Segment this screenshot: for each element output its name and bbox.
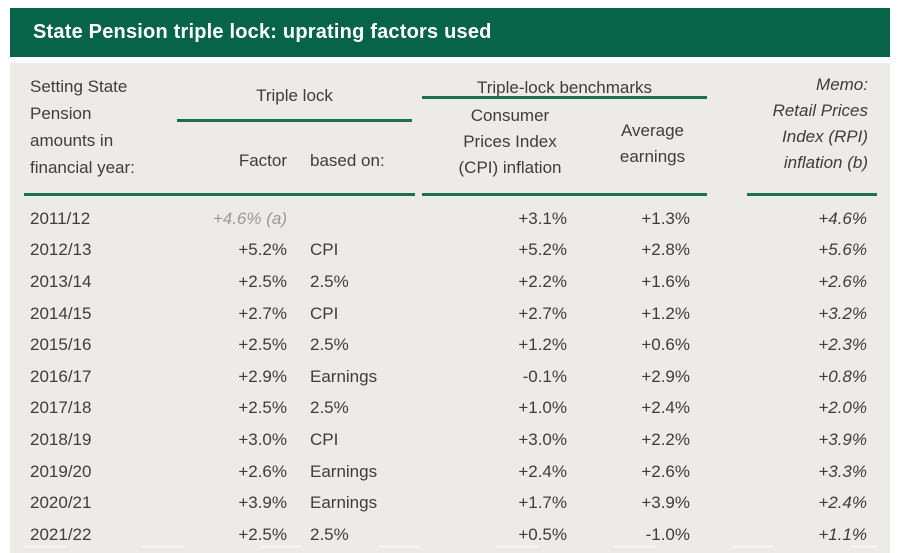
rpi-cell: +1.1% bbox=[818, 524, 867, 544]
earnings-cell: +3.9% bbox=[641, 493, 690, 513]
cpi-cell: +2.2% bbox=[518, 271, 567, 291]
year-cell: 2020/21 bbox=[30, 493, 92, 513]
cpi-cell: +3.0% bbox=[518, 429, 567, 449]
table-row: 2019/20 +2.6% Earnings +2.4% +2.6% +3.3% bbox=[24, 456, 867, 488]
year-cell: 2018/19 bbox=[30, 429, 92, 449]
year-cell: 2019/20 bbox=[30, 461, 92, 481]
cpi-cell: +1.7% bbox=[518, 493, 567, 513]
rpi-cell: +4.6% bbox=[818, 208, 867, 228]
basedon-cell: 2.5% bbox=[310, 271, 349, 291]
rpi-cell: +3.3% bbox=[818, 461, 867, 481]
table-card: Setting State Pension amounts in financi… bbox=[10, 63, 890, 553]
factor-cell: +3.9% bbox=[238, 493, 287, 513]
basedon-cell: Earnings bbox=[310, 461, 378, 481]
cpi-cell: -0.1% bbox=[522, 366, 567, 386]
earnings-cell: +1.2% bbox=[641, 303, 690, 323]
triple-lock-group-header: Triple lock bbox=[256, 86, 333, 105]
year-cell: 2015/16 bbox=[30, 335, 92, 355]
basedon-cell: CPI bbox=[310, 429, 339, 449]
earnings-column-header: Average earnings bbox=[619, 121, 686, 166]
header-rule-left bbox=[24, 193, 415, 196]
factor-cell: +4.6% (a) bbox=[212, 208, 287, 228]
year-column-header: Setting State Pension amounts in financi… bbox=[30, 77, 135, 177]
cpi-cell: +2.4% bbox=[518, 461, 567, 481]
basedon-cell: Earnings bbox=[310, 493, 378, 513]
table-row: 2012/13 +5.2% CPI +5.2% +2.8% +5.6% bbox=[24, 235, 867, 267]
table-row: 2013/14 +2.5% 2.5% +2.2% +1.6% +2.6% bbox=[24, 266, 867, 298]
table-header: Setting State Pension amounts in financi… bbox=[10, 63, 890, 196]
factor-cell: +2.5% bbox=[238, 524, 287, 544]
factor-cell: +5.2% bbox=[238, 240, 287, 260]
earnings-cell: +2.4% bbox=[641, 398, 690, 418]
pension-table: 2011/12 +4.6% (a) +3.1% +1.3% +4.6% 2012/13 +5… bbox=[24, 203, 867, 551]
rpi-cell: +5.6% bbox=[818, 240, 867, 260]
cpi-cell: +1.0% bbox=[518, 398, 567, 418]
memo-column-header: Memo: Retail Prices Index (RPI) inflatio… bbox=[772, 75, 868, 172]
bottom-edge-marks bbox=[24, 545, 877, 548]
page-title: State Pension triple lock: uprating fact… bbox=[33, 21, 492, 43]
table-row: 2014/15 +2.7% CPI +2.7% +1.2% +3.2% bbox=[24, 298, 867, 330]
year-cell: 2013/14 bbox=[30, 271, 92, 291]
factor-cell: +2.6% bbox=[238, 461, 287, 481]
table-row: 2017/18 +2.5% 2.5% +1.0% +2.4% +2.0% bbox=[24, 393, 867, 425]
benchmarks-group-header: Triple-lock benchmarks bbox=[476, 78, 653, 97]
header-rule-middle bbox=[422, 193, 707, 196]
rpi-cell: +0.8% bbox=[818, 366, 867, 386]
rpi-cell: +2.3% bbox=[818, 335, 867, 355]
factor-cell: +2.7% bbox=[238, 303, 287, 323]
cpi-column-header: Consumer Prices Index (CPI) inflation bbox=[458, 106, 562, 177]
rpi-cell: +2.0% bbox=[818, 398, 867, 418]
earnings-cell: +1.6% bbox=[641, 271, 690, 291]
basedon-cell: CPI bbox=[310, 240, 339, 260]
year-cell: 2011/12 bbox=[30, 208, 91, 228]
rpi-cell: +3.9% bbox=[818, 429, 867, 449]
factor-cell: +2.5% bbox=[238, 398, 287, 418]
cpi-cell: +2.7% bbox=[518, 303, 567, 323]
earnings-cell: +0.6% bbox=[641, 335, 690, 355]
table-body: 2011/12 +4.6% (a) +3.1% +1.3% +4.6% 2012/13 +5… bbox=[24, 203, 867, 551]
basedon-cell: 2.5% bbox=[310, 335, 349, 355]
basedon-cell: Earnings bbox=[310, 366, 378, 386]
year-cell: 2017/18 bbox=[30, 398, 92, 418]
factor-cell: +2.5% bbox=[238, 271, 287, 291]
year-cell: 2016/17 bbox=[30, 366, 92, 386]
factor-column-header: Factor bbox=[238, 151, 287, 170]
table-row: 2016/17 +2.9% Earnings -0.1% +2.9% +0.8% bbox=[24, 361, 867, 393]
title-bar: State Pension triple lock: uprating fact… bbox=[10, 8, 890, 57]
year-cell: 2021/22 bbox=[30, 524, 92, 544]
earnings-cell: +1.3% bbox=[641, 208, 690, 228]
cpi-cell: +0.5% bbox=[518, 524, 567, 544]
earnings-cell: +2.9% bbox=[641, 366, 690, 386]
basedon-cell: CPI bbox=[310, 303, 339, 323]
year-cell: 2014/15 bbox=[30, 303, 92, 323]
cpi-cell: +3.1% bbox=[518, 208, 567, 228]
based-on-column-header: based on: bbox=[310, 151, 385, 170]
basedon-cell: 2.5% bbox=[310, 524, 349, 544]
earnings-cell: -1.0% bbox=[645, 524, 690, 544]
rpi-cell: +2.4% bbox=[818, 493, 867, 513]
table-row: 2011/12 +4.6% (a) +3.1% +1.3% +4.6% bbox=[24, 203, 867, 235]
table-row: 2018/19 +3.0% CPI +3.0% +2.2% +3.9% bbox=[24, 424, 867, 456]
earnings-cell: +2.2% bbox=[641, 429, 690, 449]
benchmarks-underline bbox=[422, 96, 707, 99]
basedon-cell bbox=[287, 203, 430, 235]
year-cell: 2012/13 bbox=[30, 240, 92, 260]
earnings-cell: +2.8% bbox=[641, 240, 690, 260]
cpi-cell: +1.2% bbox=[518, 335, 567, 355]
table-row: 2021/22 +2.5% 2.5% +0.5% -1.0% +1.1% bbox=[24, 519, 867, 551]
cpi-cell: +5.2% bbox=[518, 240, 567, 260]
header-rule-right bbox=[747, 193, 877, 196]
factor-cell: +2.9% bbox=[238, 366, 287, 386]
factor-cell: +3.0% bbox=[238, 429, 287, 449]
factor-cell: +2.5% bbox=[238, 335, 287, 355]
table-row: 2020/21 +3.9% Earnings +1.7% +3.9% +2.4% bbox=[24, 487, 867, 519]
triple-lock-underline bbox=[177, 119, 412, 122]
earnings-cell: +2.6% bbox=[641, 461, 690, 481]
rpi-cell: +2.6% bbox=[818, 271, 867, 291]
table-row: 2015/16 +2.5% 2.5% +1.2% +0.6% +2.3% bbox=[24, 329, 867, 361]
basedon-cell: 2.5% bbox=[310, 398, 349, 418]
rpi-cell: +3.2% bbox=[818, 303, 867, 323]
